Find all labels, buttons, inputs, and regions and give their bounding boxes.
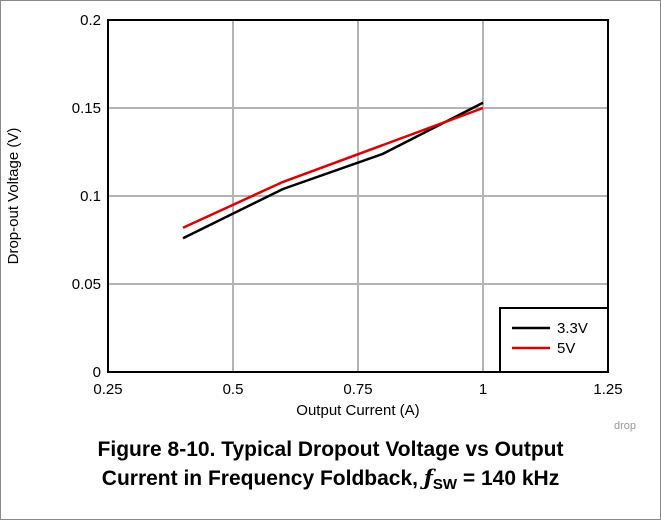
y-tick-label: 0.1 [80, 188, 101, 205]
dropout-voltage-chart: 0.25 0.5 0.75 1 1.25 0 0.05 0.1 0.15 0.2 Output … [5, 12, 636, 432]
x-tick-label: 0.5 [223, 381, 244, 398]
x-axis-label: Output Current (A) [296, 402, 419, 419]
figure-caption: Figure 8-10. Typical Dropout Voltage vs … [0, 436, 661, 499]
x-tick-label: 0.25 [93, 381, 122, 398]
series-line-5v [182, 106, 484, 229]
caption-line-2: Current in Frequency Foldback, ƒSW = 140… [0, 464, 661, 499]
x-tick-label: 1 [479, 381, 487, 398]
y-tick-label: 0.05 [72, 276, 101, 293]
y-tick-label: 0 [93, 364, 101, 381]
caption-subscript: SW [432, 476, 458, 493]
caption-symbol: ƒ [423, 465, 433, 490]
caption-line-2-suffix: = 140 kHz [457, 467, 560, 490]
grid-lines [108, 20, 608, 372]
series-line-3-3v [182, 101, 484, 240]
y-tick-labels: 0 0.05 0.1 0.15 0.2 [72, 12, 101, 381]
legend: 3.3V 5V [499, 307, 609, 373]
caption-line-1: Figure 8-10. Typical Dropout Voltage vs … [97, 438, 564, 461]
y-axis-label: Drop-out Voltage (V) [5, 128, 22, 265]
series-lines [182, 101, 484, 240]
caption-line-2-prefix: Current in Frequency Foldback, [101, 467, 424, 490]
x-tick-label: 1.25 [593, 381, 622, 398]
legend-box [499, 307, 609, 373]
y-tick-label: 0.15 [72, 100, 101, 117]
watermark-text: drop [614, 420, 636, 432]
legend-label: 5V [557, 340, 575, 357]
x-tick-labels: 0.25 0.5 0.75 1 1.25 [93, 381, 622, 398]
legend-label: 3.3V [557, 320, 588, 337]
y-tick-label: 0.2 [80, 12, 101, 29]
x-tick-label: 0.75 [343, 381, 372, 398]
plot-area-border [107, 19, 609, 373]
